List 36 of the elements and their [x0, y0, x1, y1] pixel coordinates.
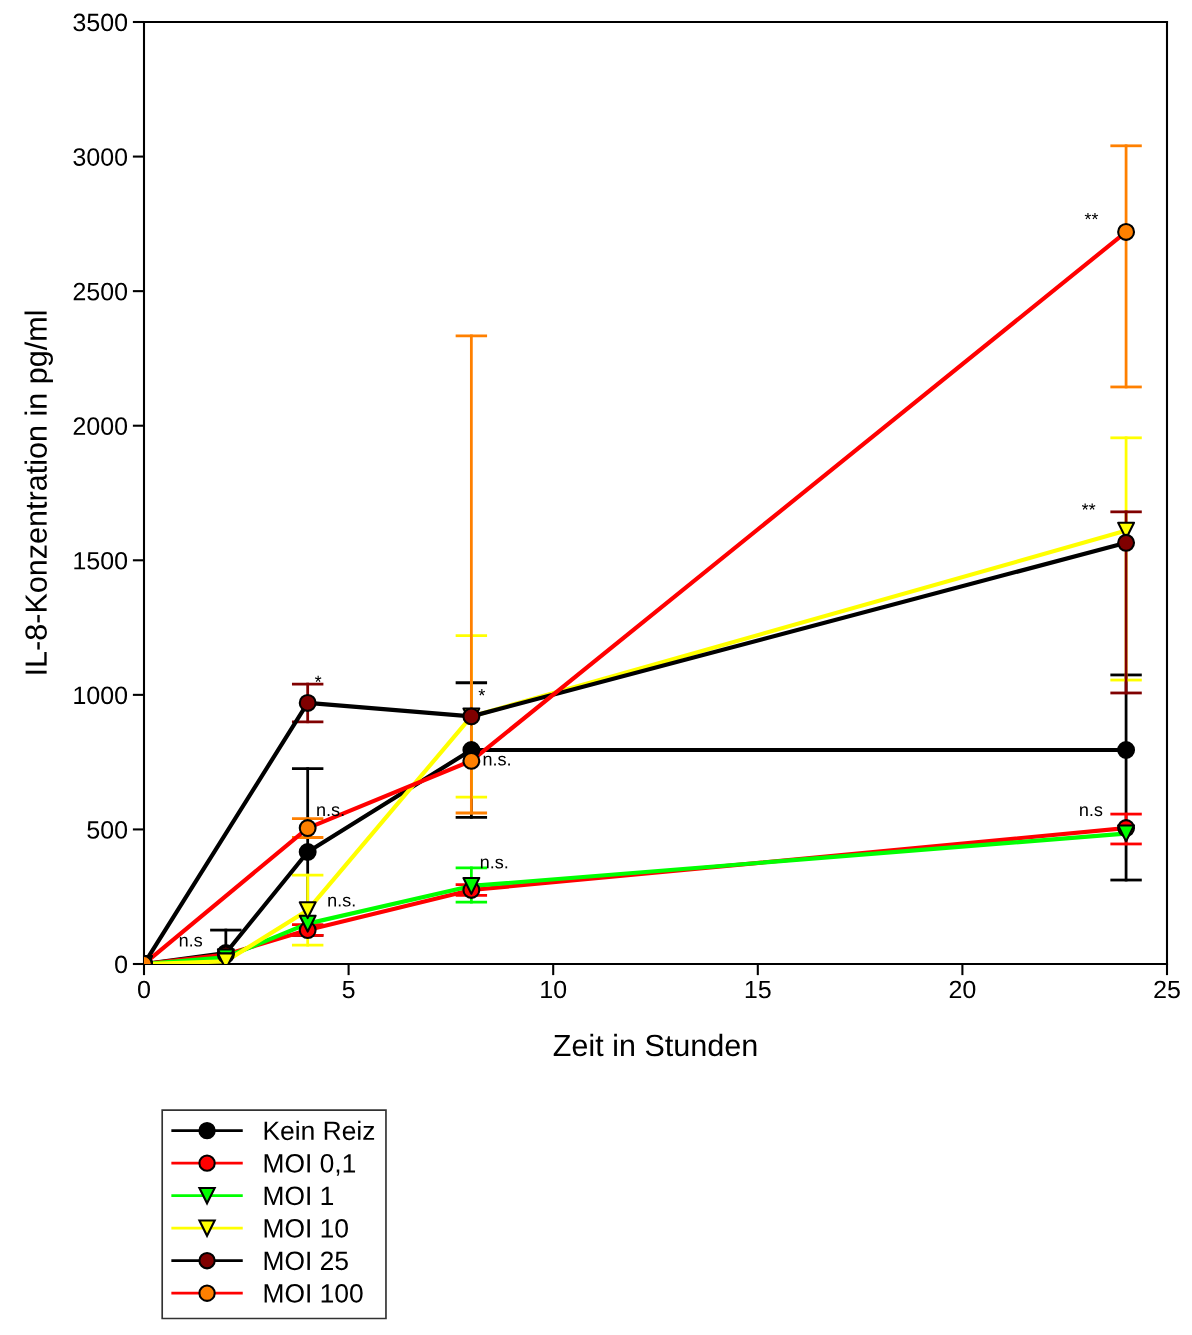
y-tick-label: 0 — [115, 955, 128, 974]
x-tick-label: 0 — [138, 980, 150, 999]
x-tick-label: 10 — [541, 980, 567, 999]
y-tick-label: 500 — [87, 821, 128, 839]
point — [1117, 824, 1136, 843]
y-axis-title: IL-8-Konzentration in pg/ml — [24, 311, 53, 674]
annotation: n.s — [179, 936, 203, 947]
y-tick-label: 2000 — [73, 417, 128, 436]
legend-label: MOI 1 — [264, 1186, 334, 1206]
annotation: n.s. — [480, 858, 508, 869]
point — [462, 876, 481, 895]
annotation: n.s. — [328, 896, 355, 907]
annotation: ** — [1081, 503, 1096, 510]
annotation: n.s. — [483, 755, 510, 766]
legend-label: Kein Reiz — [264, 1120, 375, 1141]
legend-label: MOI 0,1 — [264, 1153, 356, 1176]
annotation: n.s — [1080, 806, 1103, 817]
y-tick-label: 1000 — [74, 686, 128, 705]
annotation: ** — [1084, 212, 1099, 220]
point — [298, 901, 317, 920]
annotation: n.s. — [317, 806, 344, 817]
y-tick-label: 1500 — [74, 551, 128, 570]
legend-label: MOI 25 — [264, 1251, 348, 1271]
y-tick-label: 3500 — [73, 13, 128, 32]
x-tick-label: 25 — [1154, 980, 1180, 999]
x-tick-label: 5 — [342, 980, 355, 999]
x-tick-label: 15 — [745, 980, 771, 999]
x-tick-label: 20 — [949, 980, 976, 999]
legend-label: MOI 10 — [264, 1218, 348, 1238]
annotation: * — [478, 689, 486, 696]
y-tick-label: 2500 — [73, 282, 128, 301]
point — [298, 914, 317, 933]
annotation: * — [314, 675, 322, 682]
y-tick-label: 3000 — [73, 148, 128, 166]
legend-label: MOI 100 — [264, 1284, 363, 1303]
x-axis-title: Zeit in Stunden — [553, 1033, 757, 1057]
